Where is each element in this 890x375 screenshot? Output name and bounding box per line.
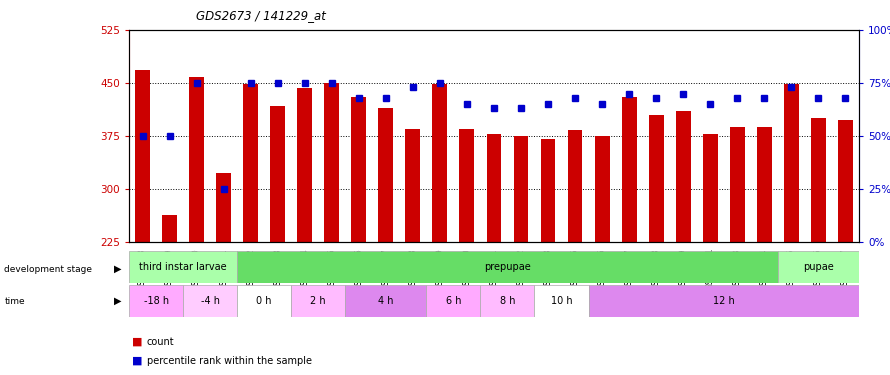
Bar <box>784 84 798 242</box>
Bar <box>756 127 772 242</box>
Text: development stage: development stage <box>4 265 93 274</box>
Bar <box>778 251 859 283</box>
Text: 4 h: 4 h <box>378 296 393 306</box>
Bar <box>568 130 582 242</box>
Bar <box>352 97 367 242</box>
Bar <box>459 129 474 242</box>
Text: 8 h: 8 h <box>499 296 515 306</box>
Bar <box>345 285 426 317</box>
Bar <box>676 111 691 242</box>
Bar <box>190 77 204 242</box>
Bar <box>324 83 339 242</box>
Text: prepupae: prepupae <box>484 262 530 272</box>
Text: percentile rank within the sample: percentile rank within the sample <box>147 356 312 366</box>
Bar <box>535 285 588 317</box>
Bar <box>291 285 345 317</box>
Text: ■: ■ <box>132 356 142 366</box>
Bar <box>595 136 610 242</box>
Bar <box>811 118 826 242</box>
Bar <box>162 215 177 242</box>
Text: -18 h: -18 h <box>143 296 168 306</box>
Bar <box>622 97 636 242</box>
Bar <box>237 251 778 283</box>
Bar <box>406 129 420 242</box>
Text: 10 h: 10 h <box>551 296 572 306</box>
Bar <box>426 285 481 317</box>
Bar <box>271 106 285 242</box>
Text: third instar larvae: third instar larvae <box>140 262 227 272</box>
Text: 6 h: 6 h <box>446 296 461 306</box>
Bar <box>216 172 231 242</box>
Text: GDS2673 / 141229_at: GDS2673 / 141229_at <box>196 9 326 22</box>
Text: pupae: pupae <box>803 262 834 272</box>
Bar <box>514 136 529 242</box>
Text: -4 h: -4 h <box>200 296 220 306</box>
Bar <box>129 251 237 283</box>
Bar <box>703 134 717 242</box>
Bar <box>135 70 150 242</box>
Bar <box>433 84 448 242</box>
Text: count: count <box>147 337 174 347</box>
Bar <box>730 127 745 242</box>
Bar <box>183 285 237 317</box>
Text: ▶: ▶ <box>114 264 121 274</box>
Bar <box>837 120 853 242</box>
Bar <box>243 84 258 242</box>
Bar <box>588 285 859 317</box>
Bar <box>487 134 501 242</box>
Text: time: time <box>4 297 25 306</box>
Text: 0 h: 0 h <box>256 296 272 306</box>
Text: ■: ■ <box>132 337 142 347</box>
Text: ▶: ▶ <box>114 296 121 306</box>
Bar <box>237 285 291 317</box>
Text: 12 h: 12 h <box>713 296 734 306</box>
Bar <box>540 140 555 242</box>
Bar <box>378 108 393 242</box>
Bar <box>481 285 535 317</box>
Bar <box>297 88 312 242</box>
Text: 2 h: 2 h <box>311 296 326 306</box>
Bar <box>129 285 183 317</box>
Bar <box>649 115 664 242</box>
